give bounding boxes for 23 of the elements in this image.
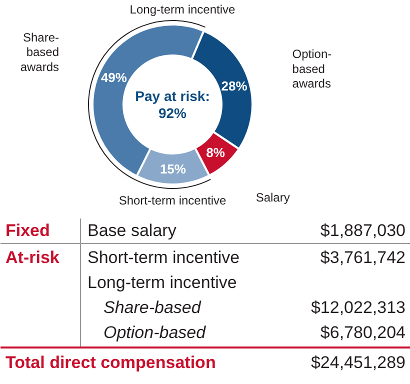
text: Share-based xyxy=(104,298,202,317)
text: Option-based xyxy=(104,323,206,342)
text: Fixed xyxy=(6,221,50,240)
text: Short-term incentive xyxy=(88,248,240,267)
slice-label: Share-based awards xyxy=(20,30,60,74)
data-label: 15% xyxy=(160,162,186,176)
text: At-risk xyxy=(6,248,60,267)
text: $12,022,313 xyxy=(310,298,406,317)
text: Short-term incentive xyxy=(118,194,227,208)
text: Pay at risk: 92% xyxy=(135,88,210,121)
text: Long-term incentive xyxy=(130,2,236,16)
data-label: 28% xyxy=(221,78,248,94)
data-label: 49% xyxy=(100,70,128,85)
text: $24,451,289 xyxy=(310,353,406,372)
text: $6,780,204 xyxy=(320,323,406,342)
slice-label: Salary xyxy=(256,190,290,205)
slice-label: Option-based awards xyxy=(292,47,332,90)
text: $1,887,030 xyxy=(320,221,406,240)
text: Base salary xyxy=(88,221,177,240)
text: Total direct compensation xyxy=(6,353,216,372)
text: Long-term incentive xyxy=(88,273,237,292)
text: $3,761,742 xyxy=(320,248,406,267)
data-label: 8% xyxy=(206,145,226,160)
